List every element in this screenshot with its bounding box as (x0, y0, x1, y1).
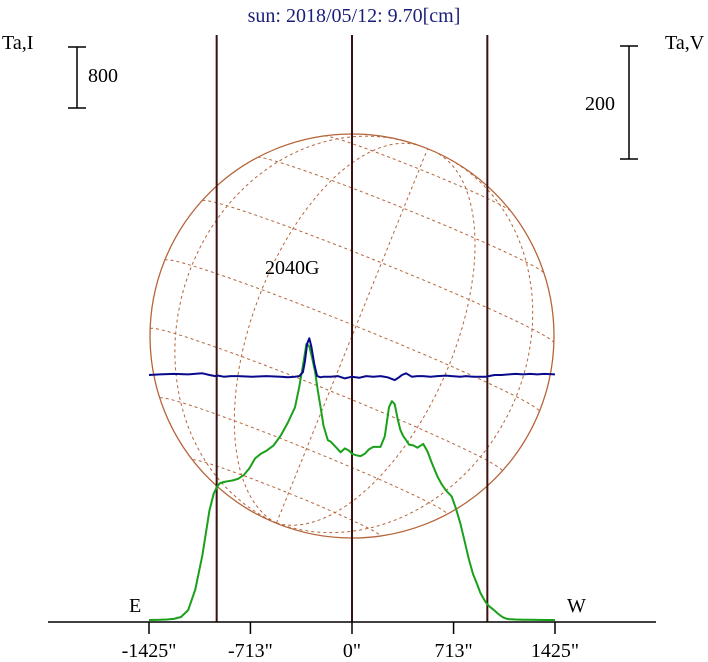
scale-bar-left: 800 (68, 46, 118, 109)
limb-label-west: W (567, 595, 586, 617)
longitude-line (174, 135, 411, 524)
series-line-intensity (148, 343, 555, 621)
x-axis-ticks: -1425" -713" 0" 713" 1425" (122, 622, 579, 662)
scale-bar-right: 200 (585, 45, 638, 160)
limb-label-east: E (129, 595, 141, 617)
y-axis-label-right: Ta,V (665, 32, 705, 54)
scale-bar-right-label: 200 (585, 93, 615, 115)
latitude-line (164, 259, 540, 412)
region-annotation: 2040G (265, 257, 319, 279)
x-tick-label: -1425" (122, 640, 177, 662)
latitude-line (159, 397, 448, 515)
longitude-line (233, 142, 418, 524)
x-tick-label: 0" (343, 640, 361, 662)
x-tick-label: 713" (434, 640, 472, 662)
longitude-line (275, 148, 429, 524)
chart-title: sun: 2018/05/12: 9.70[cm] (248, 5, 461, 27)
series-line-polarization (148, 337, 556, 382)
scale-bar-left-label: 800 (88, 65, 118, 87)
reference-lines (215, 35, 489, 622)
longitude-line (276, 155, 534, 534)
data-series (148, 337, 556, 621)
x-tick-label: -713" (228, 640, 273, 662)
latitude-line (192, 459, 381, 536)
x-tick-label: 1425" (531, 640, 579, 662)
y-axis-label-left: Ta,I (2, 32, 33, 54)
